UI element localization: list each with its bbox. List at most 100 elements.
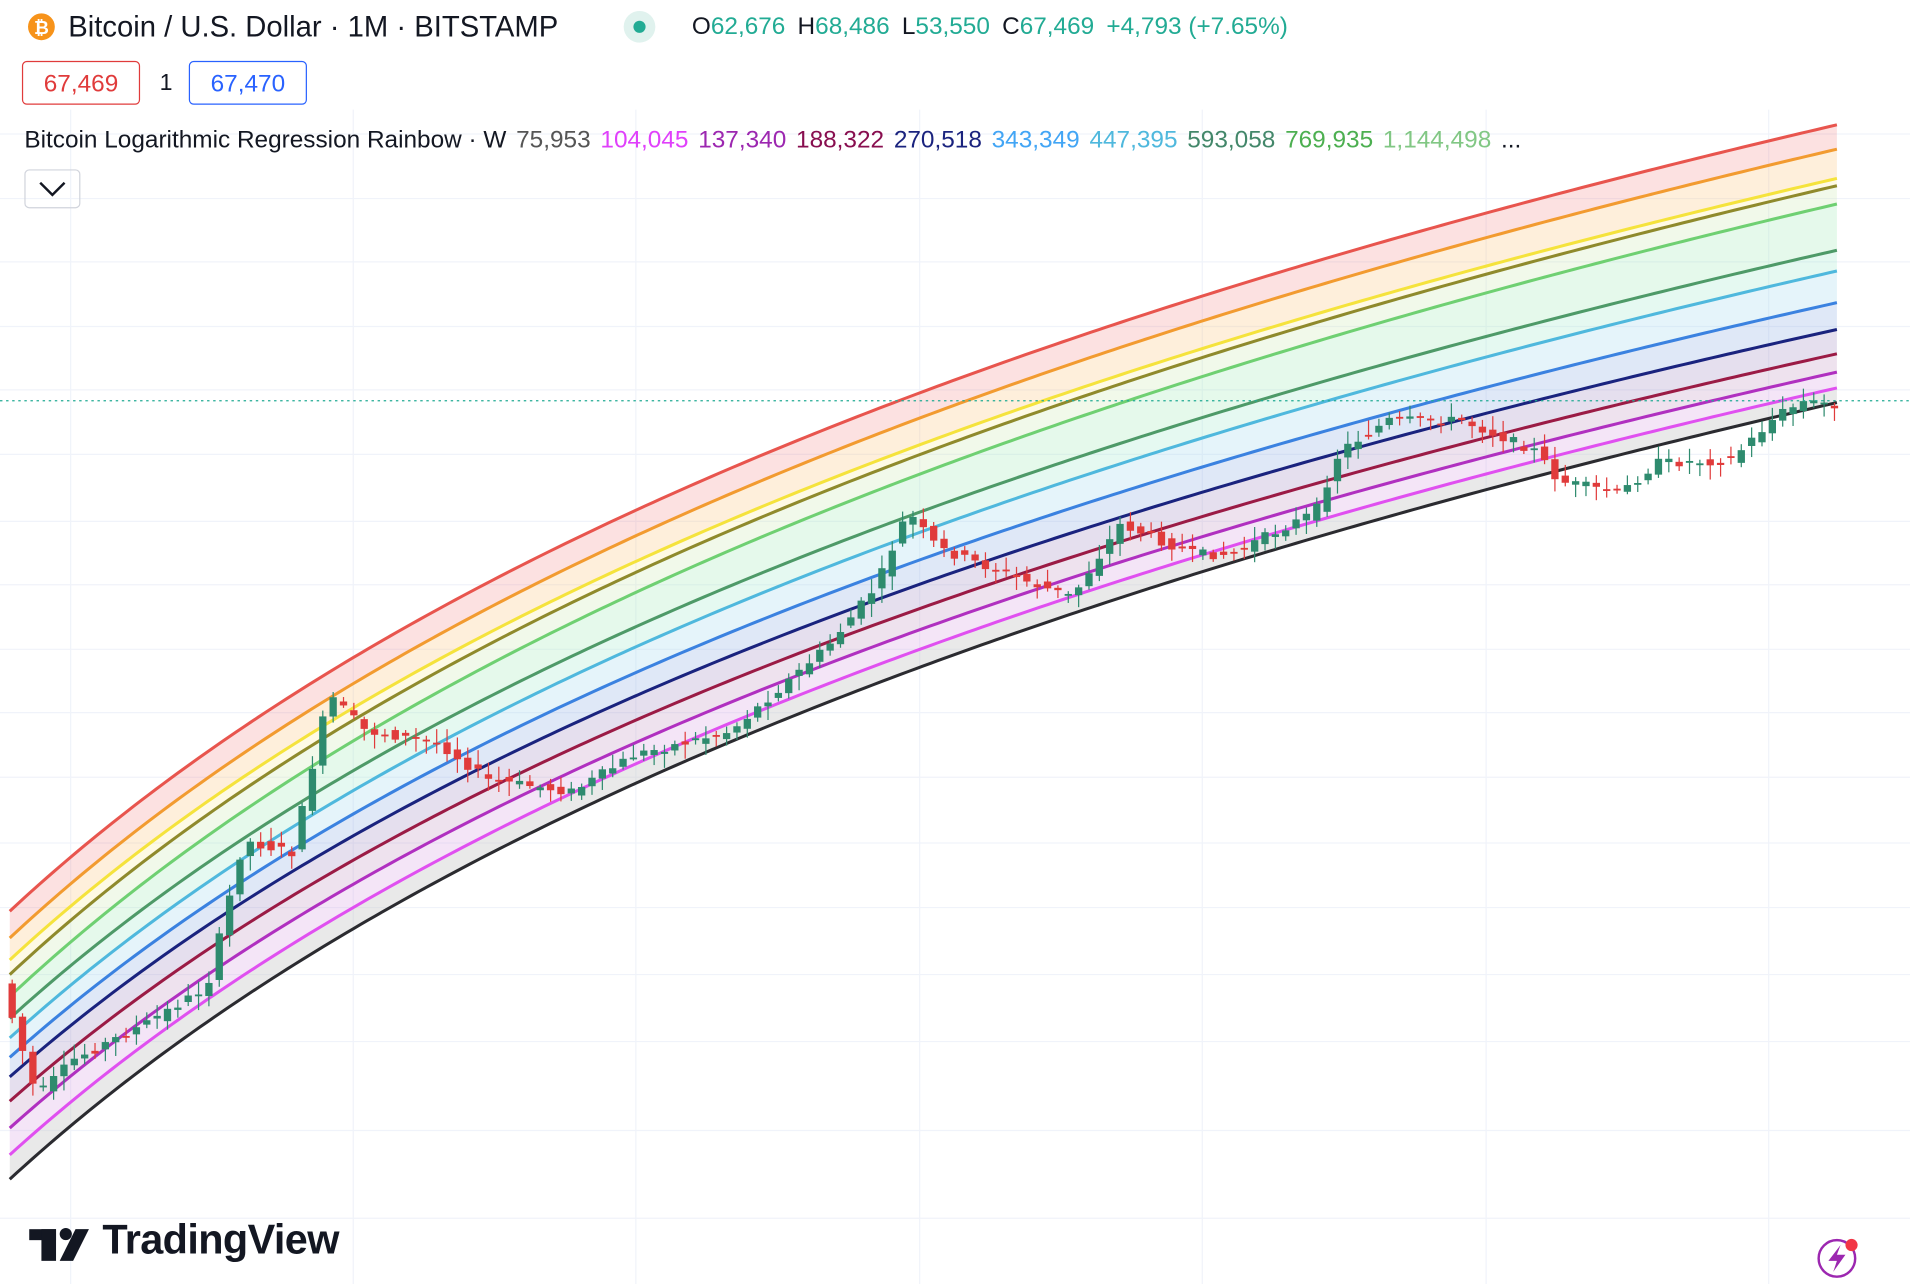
indicator-value: 188,322 xyxy=(796,126,885,154)
candle-body xyxy=(391,730,399,740)
candle-body xyxy=(319,716,327,766)
candle-body xyxy=(1261,532,1269,545)
candle-body xyxy=(505,776,513,782)
candle-body xyxy=(577,787,586,796)
indicator-name: Bitcoin Logarithmic Regression Rainbow ·… xyxy=(24,126,507,154)
candle-body xyxy=(1230,551,1238,554)
candle-body xyxy=(257,841,265,849)
candle-body xyxy=(847,617,855,626)
candle-body xyxy=(1002,569,1010,572)
candle-body xyxy=(1758,432,1766,443)
candle-body xyxy=(1489,429,1497,436)
candle-body xyxy=(1157,531,1166,546)
collapse-button[interactable] xyxy=(24,169,81,209)
candle-body xyxy=(722,733,731,740)
candle-body xyxy=(1779,408,1787,421)
candle-body xyxy=(1168,538,1176,550)
candle-body xyxy=(236,859,244,895)
candle-body xyxy=(1623,485,1632,492)
candle-body xyxy=(546,784,555,791)
candle-body xyxy=(609,768,617,774)
indicator-value: 447,395 xyxy=(1089,126,1178,154)
indicator-value: 769,935 xyxy=(1285,126,1374,154)
candle-body xyxy=(1147,531,1155,533)
candle-body xyxy=(443,742,451,755)
candle-body xyxy=(1665,458,1673,463)
candle-body xyxy=(1250,540,1259,552)
candle-body xyxy=(536,787,544,791)
candle-body xyxy=(1385,417,1393,426)
candle-body xyxy=(194,994,203,997)
candle-body xyxy=(1406,416,1414,419)
candle-body xyxy=(205,982,213,997)
indicator-value: 137,340 xyxy=(698,126,787,154)
candle-body xyxy=(826,643,834,651)
candle-body xyxy=(184,995,192,1003)
candle-body xyxy=(909,516,917,525)
candle-body xyxy=(919,519,927,528)
candle-body xyxy=(1540,446,1549,461)
indicator-value: 593,058 xyxy=(1187,126,1276,154)
candle-body xyxy=(1747,437,1756,446)
band-line xyxy=(8,184,1838,976)
candle-body xyxy=(795,669,803,676)
candle-body xyxy=(1437,423,1445,426)
candle-body xyxy=(526,781,534,787)
candle-body xyxy=(515,780,524,785)
candle-body xyxy=(1199,549,1207,556)
candle-body xyxy=(1706,459,1714,466)
lightning-button[interactable] xyxy=(1817,1238,1858,1278)
candle-body xyxy=(1675,461,1683,467)
candle-body xyxy=(153,1015,161,1019)
candle-body xyxy=(640,750,648,756)
quantity: 1 xyxy=(159,70,173,97)
candle-body xyxy=(702,738,710,744)
candle-body xyxy=(671,744,679,751)
candle-body xyxy=(764,702,772,707)
candle-body xyxy=(1033,584,1041,588)
indicator-value: 1,144,498 xyxy=(1382,126,1492,154)
candle-body xyxy=(422,739,430,742)
price-change: +4,793 (+7.65%) xyxy=(1106,13,1288,41)
candle-body xyxy=(1603,489,1611,491)
indicator-value: 75,953 xyxy=(516,126,591,154)
candle-body xyxy=(49,1076,58,1092)
band-line xyxy=(8,147,1838,940)
ohlc-value: 67,469 xyxy=(1019,13,1095,41)
candle-body xyxy=(1012,574,1021,577)
buy-button[interactable]: 67,470 xyxy=(188,60,307,105)
symbol-title: Bitcoin / U.S. Dollar · 1M · BITSTAMP xyxy=(68,10,559,44)
candle-body xyxy=(940,538,948,549)
band-line xyxy=(8,202,1838,998)
candle-body xyxy=(961,550,969,555)
candle-body xyxy=(1716,462,1725,465)
indicator-value: 104,045 xyxy=(600,126,689,154)
candle-body xyxy=(898,521,907,544)
grid xyxy=(0,109,1910,1284)
candle-body xyxy=(8,983,16,1018)
candle-body xyxy=(774,692,783,698)
candle-body xyxy=(1219,551,1228,555)
candle-body xyxy=(1799,401,1808,412)
band-line xyxy=(8,301,1838,1059)
candle-body xyxy=(1468,421,1476,427)
candle-body xyxy=(1634,482,1642,485)
logo: TradingView xyxy=(102,1217,339,1264)
candle-body xyxy=(91,1050,99,1054)
candle-body xyxy=(1395,416,1404,419)
band-line xyxy=(8,386,1838,1157)
candle-body xyxy=(836,631,845,645)
candle-body xyxy=(1344,443,1352,458)
candle-body xyxy=(1354,441,1362,450)
sell-button[interactable]: 67,469 xyxy=(21,60,141,105)
candle-body xyxy=(785,678,793,694)
ohlc-row: O62,676 H68,486 L53,550 C67,469 +4,793 (+7.6… xyxy=(692,13,1288,41)
bitcoin-icon xyxy=(28,13,55,41)
band-line xyxy=(8,352,1838,1103)
candle-body xyxy=(329,697,337,717)
candle-body xyxy=(1116,523,1124,544)
candle-body xyxy=(733,726,741,733)
band-line xyxy=(8,401,1838,1181)
candle-body xyxy=(453,749,462,760)
